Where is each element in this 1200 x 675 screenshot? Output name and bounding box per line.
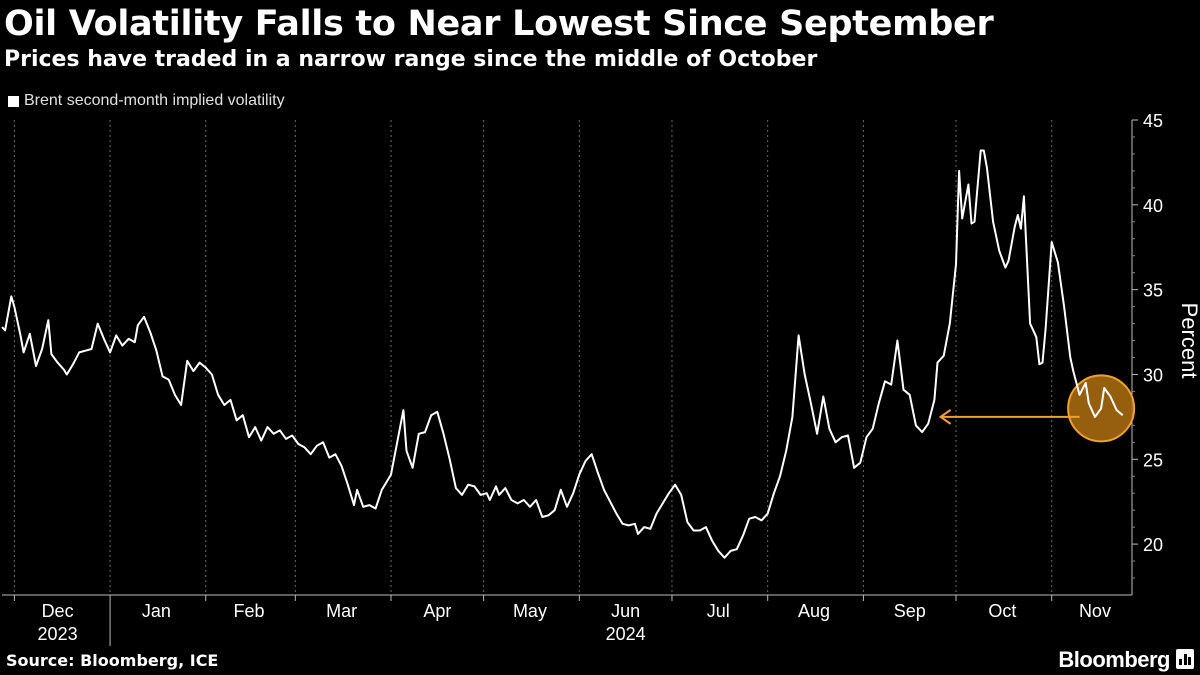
series-line-0 — [1, 149, 1124, 559]
legend-swatch — [8, 95, 19, 107]
x-tick-label-mar: Mar — [326, 601, 357, 621]
y-tick-label-35: 35 — [1143, 281, 1163, 301]
chart-title: Oil Volatility Falls to Near Lowest Sinc… — [4, 4, 994, 44]
source-note: Source: Bloomberg, ICE — [6, 651, 219, 670]
chart-legend: Brent second-month implied volatility — [8, 92, 285, 110]
annotation-arrow-head — [938, 409, 952, 425]
x-year-label-2024: 2024 — [606, 624, 646, 644]
y-tick-label-20: 20 — [1143, 535, 1163, 555]
brand-logo-text: Bloomberg — [1058, 647, 1170, 672]
x-tick-label-aug: Aug — [798, 601, 830, 621]
x-tick-label-jul: Jul — [707, 601, 730, 621]
x-tick-label-jun: Jun — [611, 601, 640, 621]
y-tick-label-45: 45 — [1143, 111, 1163, 131]
y-tick-label-25: 25 — [1143, 450, 1163, 470]
x-tick-label-dec: Dec — [42, 601, 74, 621]
x-tick-label-apr: Apr — [423, 601, 451, 621]
x-year-label-2023: 2023 — [38, 624, 78, 644]
bloomberg-icon — [1176, 649, 1194, 669]
y-tick-label-30: 30 — [1143, 365, 1163, 385]
x-tick-label-jan: Jan — [142, 601, 171, 621]
x-tick-label-feb: Feb — [233, 601, 264, 621]
x-tick-label-sep: Sep — [894, 601, 926, 621]
x-tick-label-oct: Oct — [988, 601, 1016, 621]
chart-subtitle: Prices have traded in a narrow range sin… — [4, 47, 818, 72]
legend-label: Brent second-month implied volatility — [24, 92, 285, 109]
y-tick-label-40: 40 — [1143, 196, 1163, 216]
x-tick-label-may: May — [513, 601, 547, 621]
y-axis-title: Percent — [1177, 303, 1200, 379]
x-tick-label-nov: Nov — [1079, 601, 1111, 621]
